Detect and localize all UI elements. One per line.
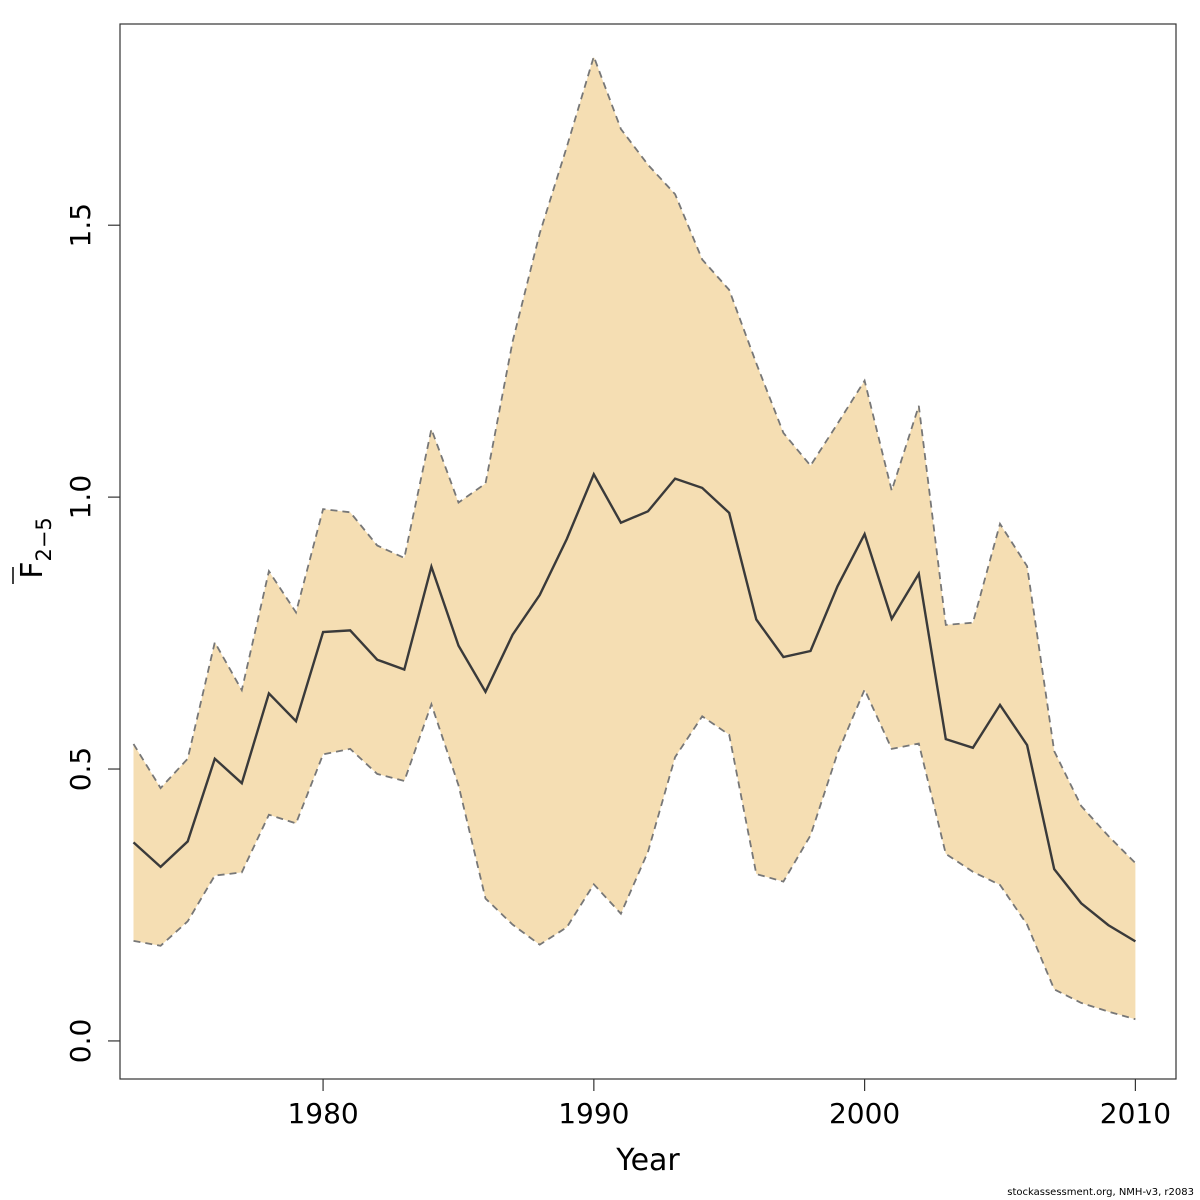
y-axis-title-main: F [15,562,50,579]
estimate-line [132,471,1137,943]
y-tick-label: 0.0 [64,1019,97,1064]
confidence-band [133,56,1136,1020]
x-tick-label: 2010 [1100,1097,1171,1130]
upper-bound-line [132,53,1137,864]
y-tick-label: 1.0 [64,475,97,520]
y-tick-label: 1.5 [64,203,97,248]
lower-bound-line [133,687,1136,1021]
footer-credit: stockassessment.org, NMH-v3, r2083 [1007,1187,1194,1198]
x-tick-label: 1990 [558,1097,629,1130]
x-tick-label: 2000 [829,1097,900,1130]
x-tick-label: 1980 [287,1097,358,1130]
plot-frame [119,23,1177,1080]
x-axis: 1980 1990 2000 2010 [287,1079,1171,1130]
y-axis-title-sub: 2−5 [32,517,56,561]
x-axis-title: Year [615,1143,680,1178]
y-axis: 0.0 0.5 1.0 1.5 [64,203,120,1063]
y-axis-title: F2−5 [15,517,56,579]
y-tick-label: 0.5 [64,747,97,792]
